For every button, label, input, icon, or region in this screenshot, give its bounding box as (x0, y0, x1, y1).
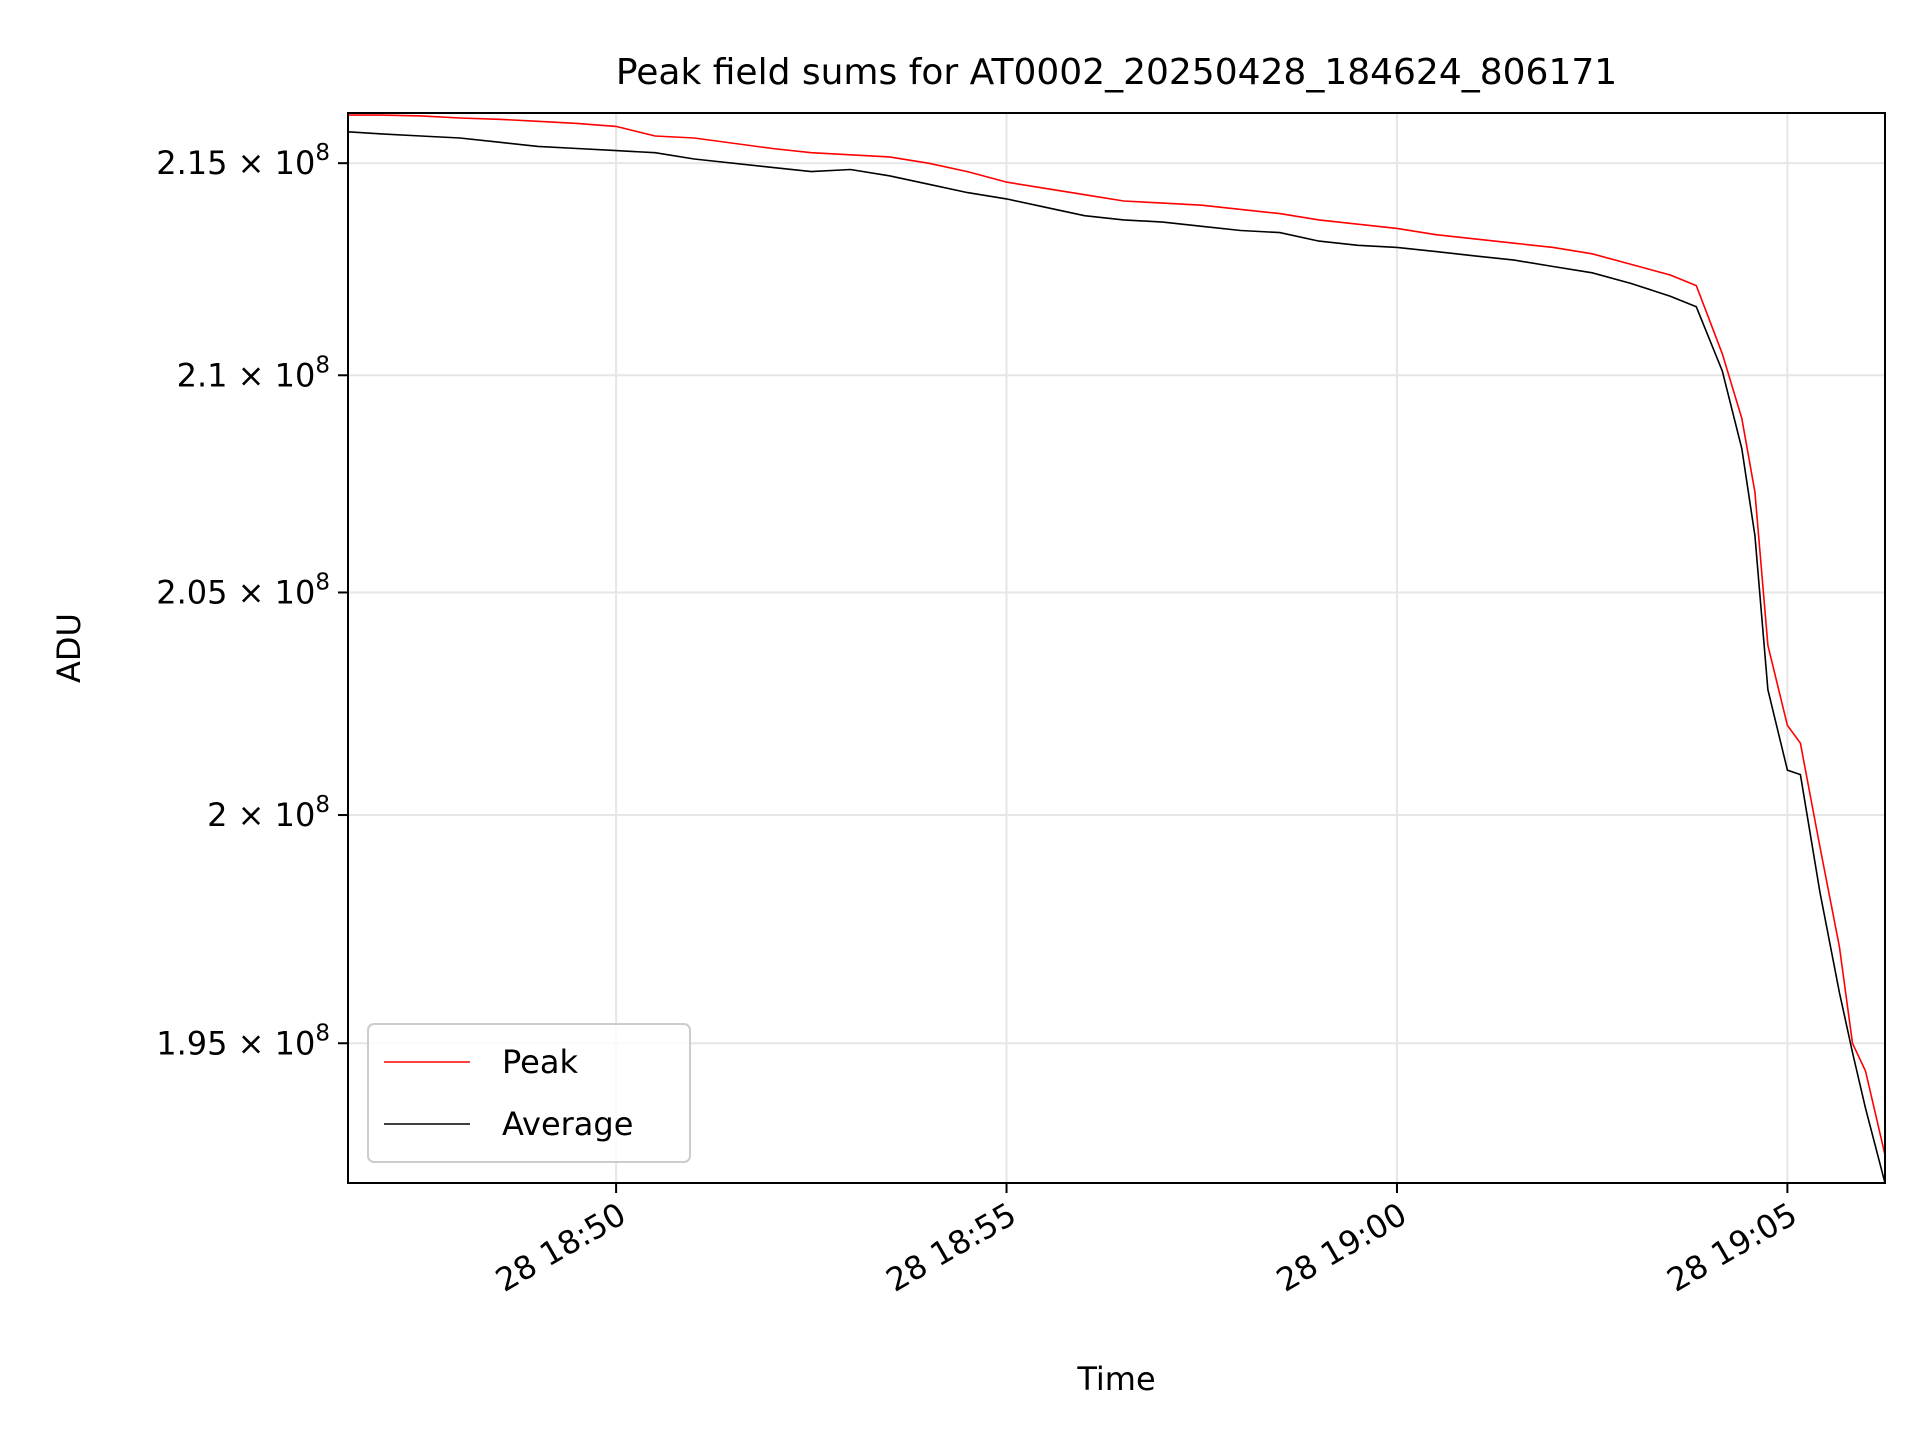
y-tick-label: 2 × 108 (207, 792, 330, 834)
y-tick-label: 2.05 × 108 (156, 569, 330, 611)
legend-box (367, 1023, 691, 1163)
y-tick-label: 2.15 × 108 (156, 140, 330, 182)
grid (348, 113, 1885, 1183)
series-line-average (348, 131, 1885, 1183)
x-axis-label: Time (1076, 1360, 1155, 1398)
series-line-peak (348, 114, 1885, 1156)
legend-label-peak: Peak (502, 1043, 578, 1081)
y-tick-label: 1.95 × 108 (156, 1020, 330, 1062)
chart-title: Peak field sums for AT0002_20250428_1846… (616, 52, 1617, 93)
legend: Peak Average (367, 1023, 691, 1163)
y-tick-label: 2.1 × 108 (177, 352, 330, 394)
series-layer (348, 114, 1885, 1183)
y-axis-label: ADU (50, 613, 88, 683)
legend-label-average: Average (502, 1105, 633, 1143)
y-axis: 1.95 × 108 2 × 108 2.05 × 108 2.1 × 108 2.15… (156, 140, 348, 1062)
plot-frame (347, 112, 1886, 1184)
